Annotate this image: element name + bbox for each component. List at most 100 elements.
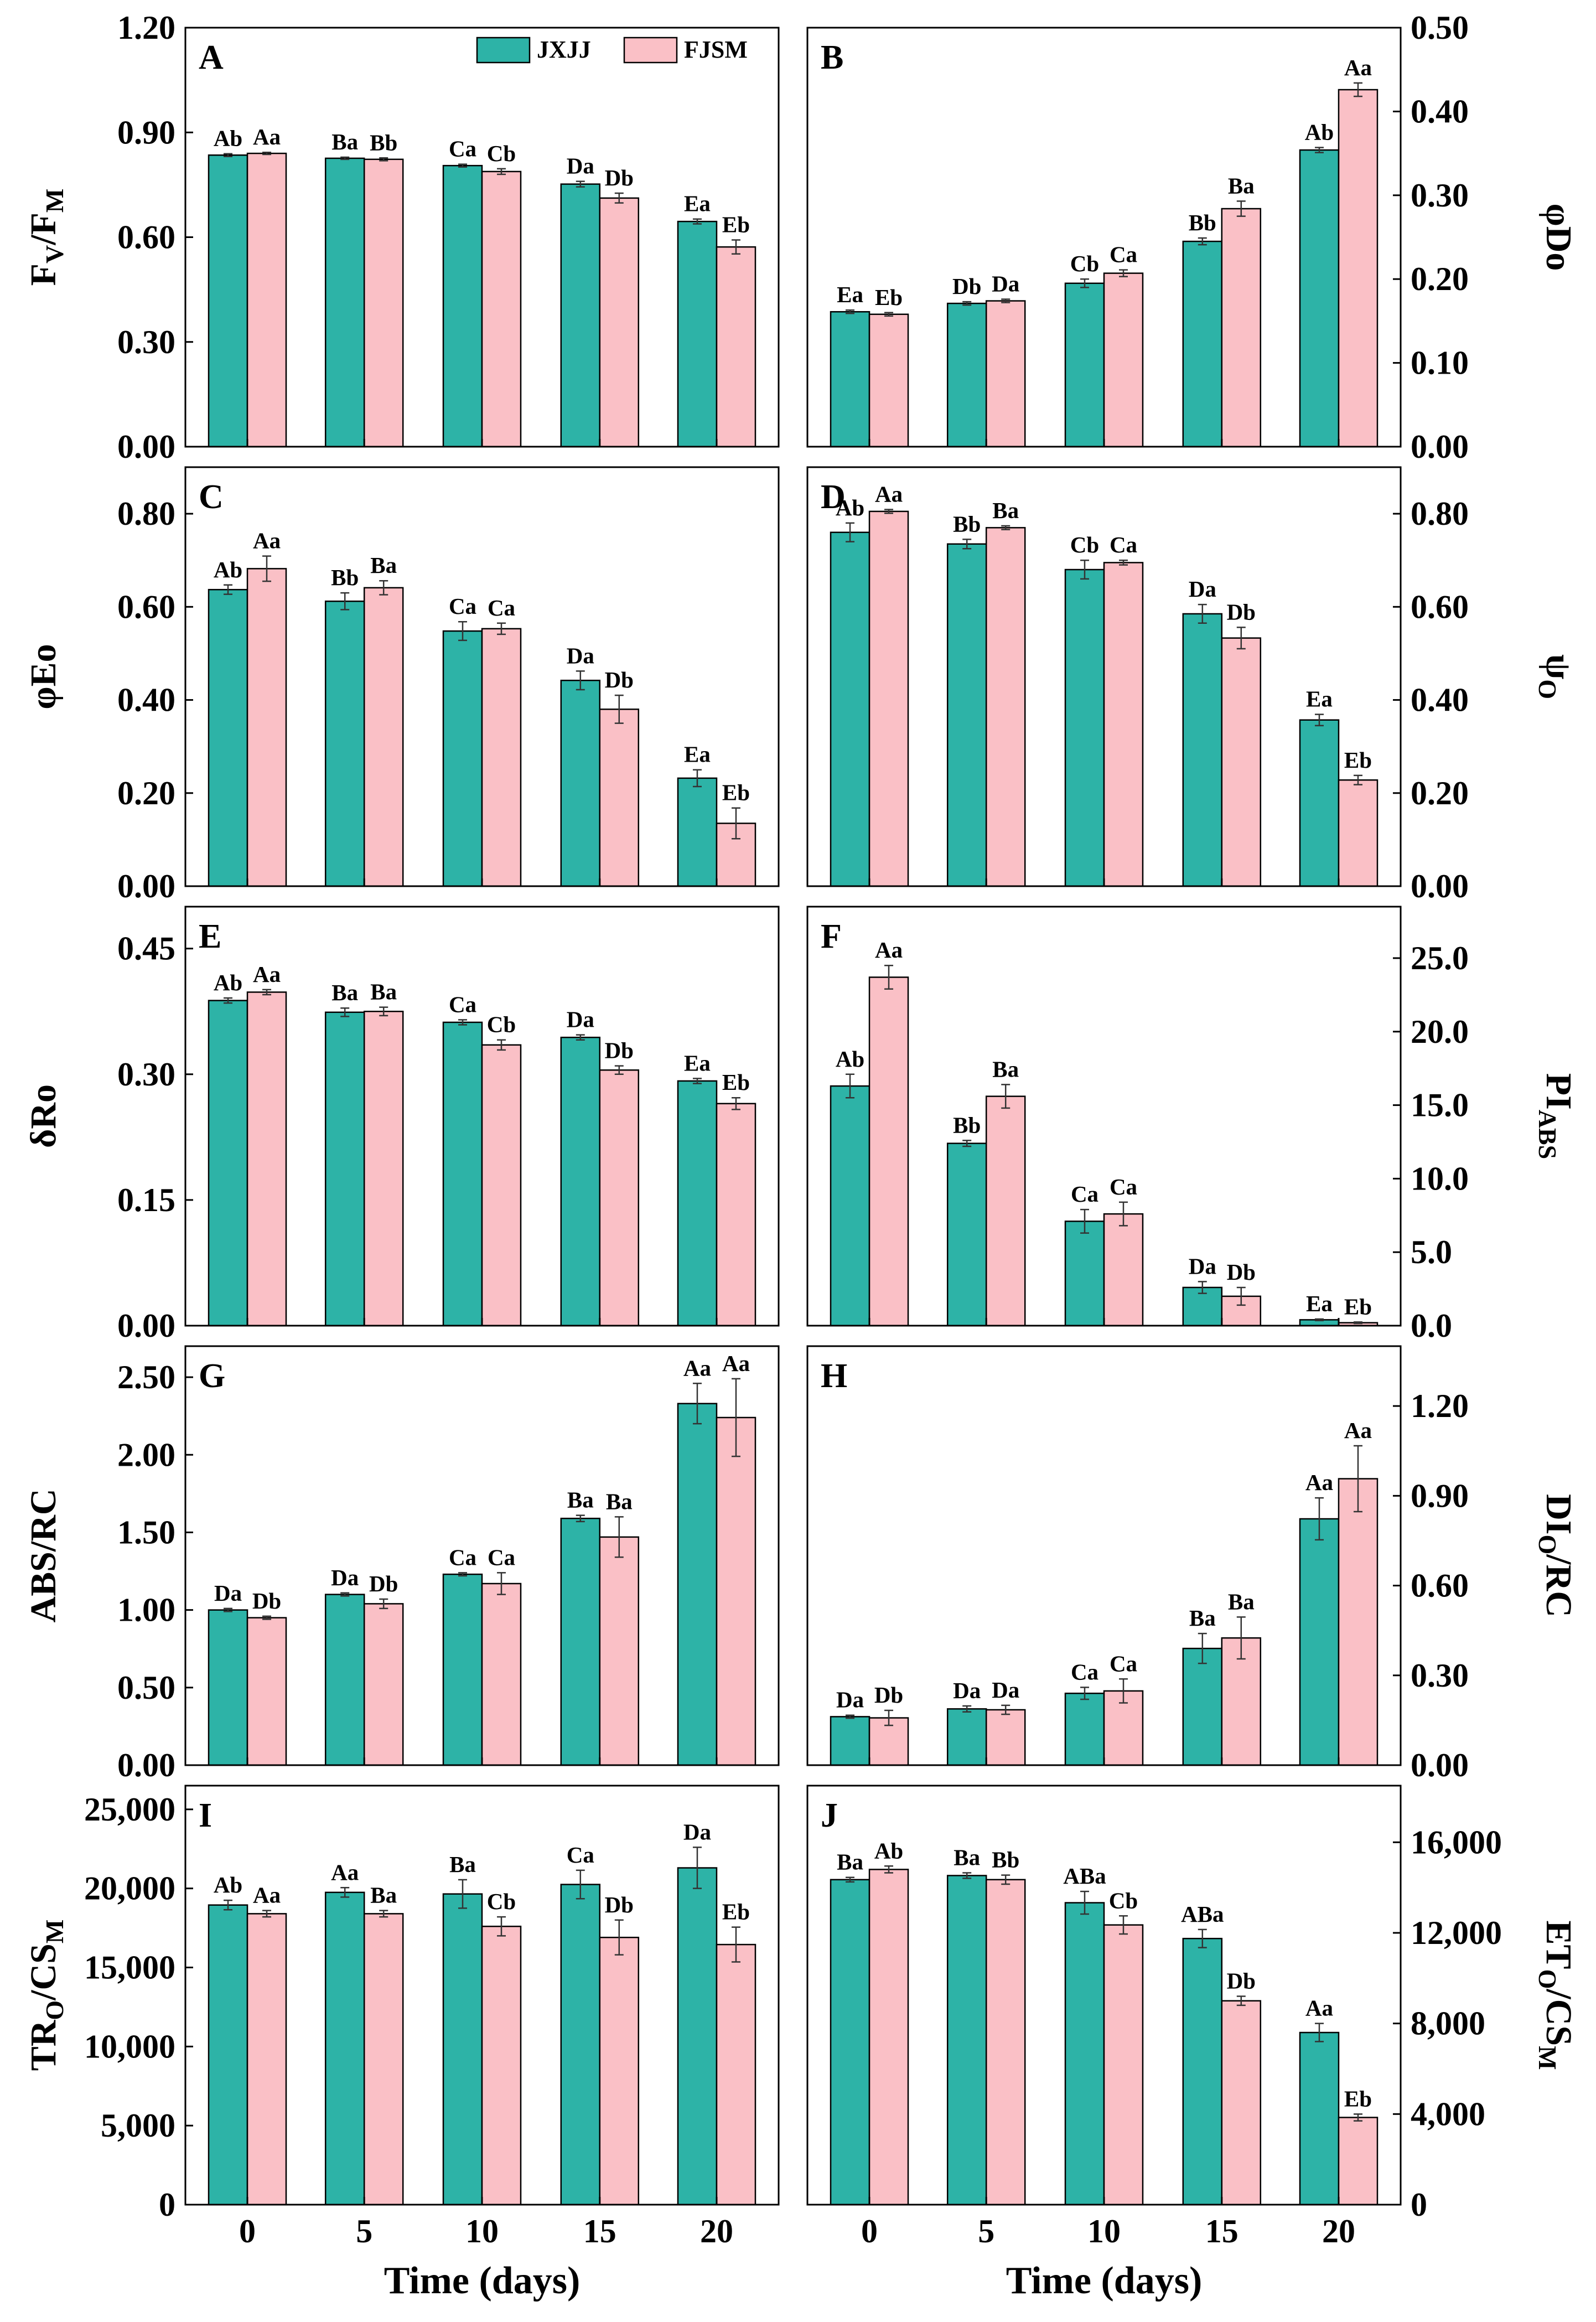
panel-g-bar-fjsm-5 xyxy=(363,1603,404,1766)
panel-h-ylabel-text: DI xyxy=(1538,1494,1579,1534)
panel-j-data-label-jxjj-10: ABa xyxy=(1063,1863,1106,1889)
panel-a-bar-fjsm-15 xyxy=(599,197,640,448)
panel-g-data-label-fjsm-0: Db xyxy=(252,1588,281,1613)
panel-j-bar-fjsm-0 xyxy=(868,1869,909,2206)
panel-c-ytick-label: 0.60 xyxy=(117,588,175,625)
panel-j-ytick-label: 0 xyxy=(1411,2186,1427,2223)
panel-d-bar-jxjj-15 xyxy=(1182,613,1223,887)
panel-i-bar-fjsm-0 xyxy=(246,1913,287,2206)
panel-d-ytick-label: 0.60 xyxy=(1411,588,1469,625)
panel-g-ytick-label: 1.50 xyxy=(117,1514,175,1550)
panel-c-bar-fjsm-5 xyxy=(363,587,404,887)
panel-d-data-label-fjsm-0: Aa xyxy=(875,482,903,507)
panel-c-bar-jxjj-0 xyxy=(208,588,248,887)
panel-h-bar-jxjj-20 xyxy=(1299,1518,1340,1766)
panel-d-data-label-jxjj-20: Ea xyxy=(1306,686,1333,712)
panel-c-ytick-label: 0.40 xyxy=(117,682,175,718)
panel-b-bar-jxjj-5 xyxy=(946,302,987,448)
panel-c-bar-fjsm-10 xyxy=(481,628,522,887)
panel-a-bar-jxjj-0 xyxy=(208,154,248,448)
panel-j-ytick-label: 8,000 xyxy=(1411,2005,1485,2042)
panel-d-bar-fjsm-5 xyxy=(985,527,1026,887)
panel-e-ytick-label: 0.15 xyxy=(117,1182,175,1218)
panel-a-data-label-fjsm-5: Bb xyxy=(370,130,397,155)
panel-d-data-label-jxjj-10: Cb xyxy=(1070,532,1099,557)
panel-f-ytick-label: 10.0 xyxy=(1411,1160,1469,1197)
panel-g-ylabel: ABS/RC xyxy=(23,1488,64,1622)
panel-b-ytick-label: 0.50 xyxy=(1411,9,1469,46)
panel-b-bar-jxjj-20 xyxy=(1299,149,1340,448)
panel-h-data-label-fjsm-0: Db xyxy=(874,1682,903,1708)
panel-h-ylabel-text: /RC xyxy=(1538,1554,1579,1617)
panel-c-data-label-fjsm-20: Eb xyxy=(722,780,750,805)
panel-b-bar-jxjj-10 xyxy=(1064,282,1105,448)
panel-b-bar-fjsm-10 xyxy=(1103,272,1144,448)
panel-d-bar-fjsm-15 xyxy=(1221,637,1262,887)
x-tick-label-left: 0 xyxy=(239,2213,256,2249)
panel-g-bar-jxjj-0 xyxy=(208,1609,248,1766)
panel-j-ylabel-subscript: O xyxy=(1533,1969,1562,1989)
panel-c-bar-jxjj-10 xyxy=(442,630,483,887)
panel-g-bar-jxjj-15 xyxy=(560,1517,601,1766)
panel-i-data-label-fjsm-20: Eb xyxy=(722,1899,750,1925)
panel-j-data-label-jxjj-5: Ba xyxy=(954,1845,980,1870)
panel-f-bar-fjsm-10 xyxy=(1103,1213,1144,1327)
panel-b-ytick-label: 0.10 xyxy=(1411,345,1469,381)
panel-d-ytick-label: 0.40 xyxy=(1411,682,1469,718)
panel-a-bar-jxjj-20 xyxy=(677,220,718,448)
x-tick-label-left: 5 xyxy=(356,2213,372,2249)
panel-i-bar-jxjj-0 xyxy=(208,1904,248,2206)
panel-a-bar-fjsm-0 xyxy=(246,152,287,448)
panel-i-ylabel-subscript: O xyxy=(40,2000,69,2020)
panel-d-bar-jxjj-20 xyxy=(1299,719,1340,887)
panel-f-bar-fjsm-5 xyxy=(985,1095,1026,1327)
panel-h-data-label-jxjj-0: Da xyxy=(836,1687,864,1713)
legend-swatch-jxjj xyxy=(476,37,531,64)
panel-f-letter: F xyxy=(821,918,842,955)
panel-c-bar-jxjj-20 xyxy=(677,777,718,887)
panel-c-data-label-fjsm-0: Aa xyxy=(253,528,281,554)
panel-a-ylabel-text: F xyxy=(23,263,64,286)
panel-a-ytick-label: 0.30 xyxy=(117,324,175,360)
panel-b: 0.00 0.10 0.20 0.30 0.40 0.50 Ea Db Cb Bb Ab Eb Da Ca… xyxy=(806,9,1579,465)
panel-e-ylabel-text: δRo xyxy=(23,1084,64,1148)
panel-g-bar-fjsm-20 xyxy=(716,1416,756,1766)
x-tick-label-right: 5 xyxy=(978,2213,994,2249)
panel-h-ytick-label: 0.00 xyxy=(1411,1747,1469,1783)
panel-e-data-label-jxjj-20: Ea xyxy=(684,1050,711,1075)
panel-d-data-label-jxjj-0: Ab xyxy=(836,495,864,520)
panel-a-bar-fjsm-10 xyxy=(481,170,522,448)
panel-a-data-label-jxjj-20: Ea xyxy=(684,191,711,216)
panel-b-data-label-fjsm-15: Ba xyxy=(1228,173,1255,198)
panel-d-data-label-fjsm-15: Db xyxy=(1227,599,1256,624)
panel-j-ylabel-text: /CS xyxy=(1538,1988,1579,2046)
panel-f: 0.0 5.0 10.0 15.0 20.0 25.0 Ab Bb Ca Da Ea Aa Ba Ca Db… xyxy=(806,906,1579,1344)
panel-e-bar-fjsm-0 xyxy=(246,991,287,1327)
panel-e-data-label-jxjj-0: Ab xyxy=(214,970,242,995)
panel-e-ylabel: δRo xyxy=(23,1084,64,1148)
panel-i-data-label-jxjj-15: Ca xyxy=(567,1842,594,1868)
panel-b-ytick-label: 0.40 xyxy=(1411,93,1469,130)
panel-h-data-label-fjsm-20: Aa xyxy=(1344,1418,1372,1443)
panel-c-ylabel-text: φEo xyxy=(23,644,64,709)
panel-e-bar-jxjj-5 xyxy=(324,1011,365,1327)
panel-f-ytick-label: 0.0 xyxy=(1411,1307,1452,1344)
panel-i-ytick-label: 0 xyxy=(159,2186,175,2223)
panel-i-bar-jxjj-5 xyxy=(324,1891,365,2206)
panel-c-letter: C xyxy=(199,478,224,516)
x-tick-label-right: 10 xyxy=(1087,2213,1121,2249)
panel-g-data-label-fjsm-20: Aa xyxy=(722,1351,750,1376)
panel-h: 0.00 0.30 0.60 0.90 1.20 Da Da Ca Ba Aa Db Da Ca Ba Aa… xyxy=(806,1345,1579,1783)
panel-e-letter: E xyxy=(199,918,221,955)
panel-i-data-label-fjsm-0: Aa xyxy=(253,1883,281,1908)
panel-h-bar-jxjj-10 xyxy=(1064,1692,1105,1766)
panel-g-data-label-fjsm-15: Ba xyxy=(606,1488,633,1514)
panel-h-data-label-fjsm-5: Da xyxy=(992,1677,1019,1703)
panel-i-data-label-fjsm-10: Cb xyxy=(487,1889,516,1914)
panel-c: 0.00 0.20 0.40 0.60 0.80 Ab Bb Ca Da Ea Aa Ba Ca Db Eb… xyxy=(23,466,780,904)
panel-f-data-label-jxjj-5: Bb xyxy=(953,1112,981,1137)
panel-j-ytick-label: 16,000 xyxy=(1411,1824,1502,1860)
panel-g-ytick-label: 1.00 xyxy=(117,1592,175,1628)
panel-h-bar-jxjj-5 xyxy=(946,1708,987,1766)
